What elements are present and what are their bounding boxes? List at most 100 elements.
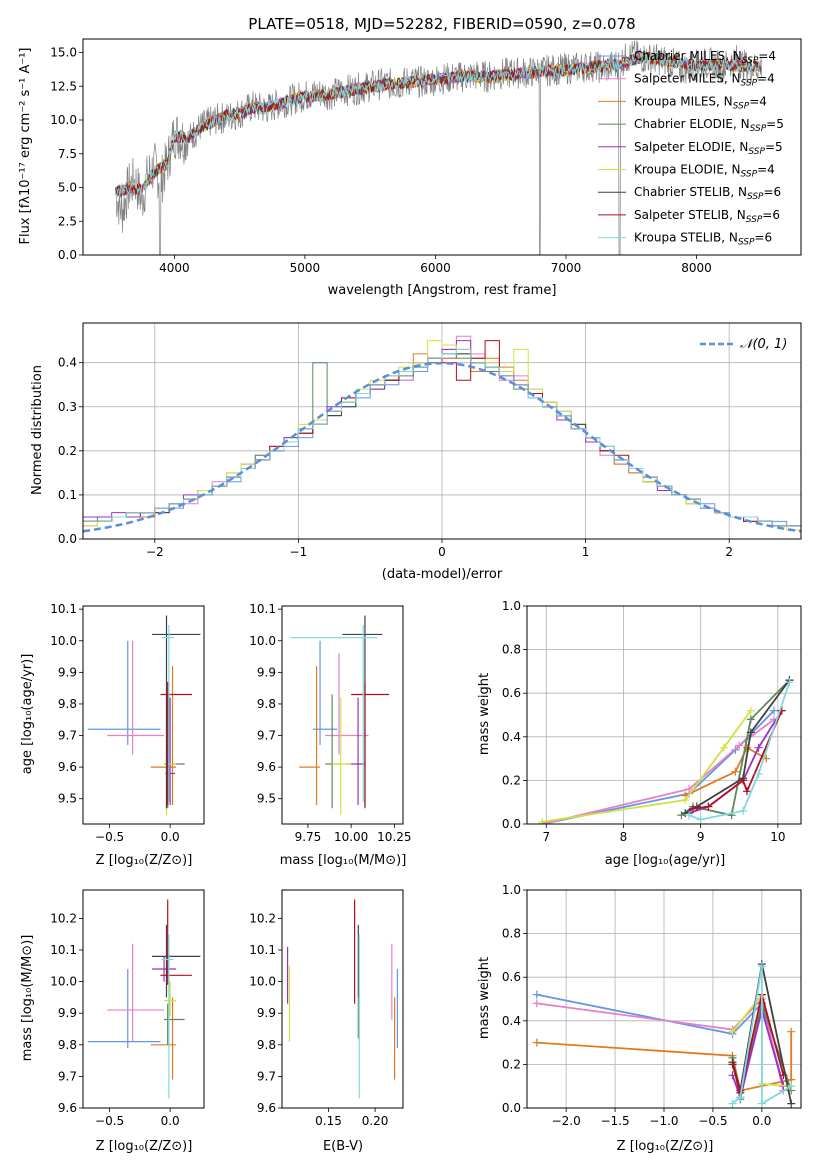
z-mass-ytick-label: 9.8 [58,1038,77,1052]
z-age-frame [82,605,205,825]
legend-label-sub: SSP [733,101,750,111]
gaussian-curve [83,361,801,533]
clipped-area [532,960,796,1108]
legend-label: Kroupa MILES, NSSP=4 [634,94,767,111]
age-weight-panel: 7 8 9 10 0.0 0.2 0.4 0.6 0.8 1.0 age [log₁₀(age/y… [477,599,802,868]
age-weight-marker [739,806,748,815]
age-weight-marker [731,767,740,776]
spectrum-xlabel: wavelength [Angstrom, rest frame] [328,283,557,298]
legend-label-sub: SSP [741,170,758,180]
z-weight-marker [736,1093,745,1102]
z-mass-ytick-label: 9.9 [58,1006,77,1020]
z-age-ytick-label: 9.7 [58,729,77,743]
z-age-ytick-label: 9.9 [58,665,77,679]
z-age-xlabel: Z [log₁₀(Z/Z⊙)] [96,853,193,868]
residuals-ytick-label: 0.2 [58,444,77,458]
legend-label-sub: SSP [750,124,767,134]
ebv-mass-xtick-label: 0.20 [362,1114,389,1128]
spectrum-ytick-label: 12.5 [50,79,77,93]
spectrum-xtick-label: 6000 [420,261,451,275]
z-weight-panel: −2.0 −1.5 −1.0 −0.5 0.0 0.0 0.2 0.4 0.6 0.8 1.0 Z … [477,883,802,1154]
mass-age-ytick-label: 10.1 [249,602,276,616]
legend-label-main: Chabrier STELIB, N [634,185,747,199]
z-age-ytick-label: 10.1 [50,602,77,616]
legend-label-sub: SSP [746,215,763,225]
age-weight-series-line [542,718,775,824]
residuals-xtick-label: 1 [582,545,590,559]
mass-age-xtick-label: 9.75 [295,830,322,844]
legend-label: Salpeter STELIB, NSSP=6 [634,208,780,225]
age-weight-marker [538,817,547,824]
legend-label-suffix: =6 [762,208,780,222]
z-weight-ytick-label: 1.0 [502,883,521,897]
age-weight-marker [754,743,763,752]
age-weight-ylabel: mass weight [477,673,492,755]
spectrum-xtick-label: 7000 [551,261,582,275]
residuals-xlabel: (data-model)/error [382,567,503,582]
legend-label-main: Salpeter ELODIE, N [634,140,748,154]
spectrum-ytick-label: 10.0 [50,113,77,127]
residuals-legend: 𝒩(0, 1) [700,337,787,352]
mass-age-xtick-label: 10.00 [334,830,368,844]
z-weight-ytick-label: 0.6 [502,970,521,984]
age-weight-xtick-label: 10 [770,830,785,844]
legend-label-sub: SSP [738,238,755,248]
legend-label-suffix: =6 [754,231,772,245]
age-weight-xtick-label: 7 [542,830,550,844]
clipped-area [87,615,201,815]
legend-label-sub: SSP [747,192,764,202]
spectrum-ytick-label: 15.0 [50,46,77,60]
residuals-ylabel: Normed distribution [30,365,45,495]
legend-label: Chabrier ELODIE, NSSP=5 [634,117,784,134]
age-weight-marker [742,787,751,796]
legend-label-suffix: =5 [765,140,783,154]
mass-age-frame [281,605,404,825]
residuals-panel: −2 −1 0 1 2 0.0 0.1 0.2 0.3 0.4 (data-model)/erro… [30,322,802,582]
z-weight-marker [779,1071,788,1080]
residuals-xtick-label: −2 [146,545,164,559]
age-weight-series-line [542,710,752,823]
z-weight-xtick-label: −0.5 [698,1114,727,1128]
age-weight-marker [681,796,690,805]
mass-age-panel: 9.75 10.00 10.25 9.5 9.6 9.7 9.8 9.9 10.0 10.1 ma… [249,602,411,868]
age-weight-ytick-label: 0.6 [502,686,521,700]
z-weight-marker [728,1060,737,1069]
z-weight-series-line [731,1006,785,1101]
z-age-ylabel: age [log₁₀(age/yr)] [20,654,35,775]
legend-label-sub: SSP [748,147,765,157]
ebv-mass-ytick-label: 10.2 [249,911,276,925]
z-mass-ytick-label: 10.2 [50,911,77,925]
spectrum-xtick-label: 5000 [290,261,321,275]
legend-label-main: Chabrier ELODIE, N [634,117,750,131]
z-age-panel: −0.5 0.0 9.5 9.6 9.7 9.8 9.9 10.0 10.1 Z [log₁₀(… [20,602,205,868]
legend-label: Kroupa ELODIE, NSSP=4 [634,163,775,180]
z-weight-ytick-label: 0.0 [502,1101,521,1115]
z-weight-marker [532,990,541,999]
mass-age-ytick-label: 9.7 [257,729,276,743]
z-weight-marker [757,962,766,971]
age-weight-marker [719,743,728,752]
spectrum-ytick-label: 0.0 [58,248,77,262]
age-weight-marker [769,706,778,715]
z-weight-ytick-label: 0.4 [502,1014,521,1028]
z-weight-marker [787,1027,796,1036]
mass-age-ytick-label: 9.6 [257,760,276,774]
legend-label-suffix: =4 [757,163,775,177]
clipped-area [115,40,762,255]
z-weight-xlabel: Z [log₁₀(Z/Z⊙)] [617,1139,714,1154]
residuals-hist-step [83,348,801,527]
z-weight-xtick-label: 0.0 [752,1114,771,1128]
legend-label-main: Chabrier MILES, N [634,49,742,63]
legend-label-suffix: =4 [757,72,775,86]
spectrum-ytick-label: 2.5 [58,214,77,228]
clipped-area [87,899,201,1099]
z-mass-ytick-label: 9.6 [58,1101,77,1115]
z-age-ytick-label: 10.0 [50,634,77,648]
spectrum-xtick-label: 8000 [681,261,712,275]
mass-age-ytick-label: 9.8 [257,697,276,711]
legend-label-main: Salpeter STELIB, N [634,208,746,222]
ebv-mass-panel: 0.15 0.20 9.6 9.7 9.8 9.9 10.0 10.1 10.2 E(B-V) [249,889,404,1154]
z-age-ytick-label: 9.5 [58,792,77,806]
